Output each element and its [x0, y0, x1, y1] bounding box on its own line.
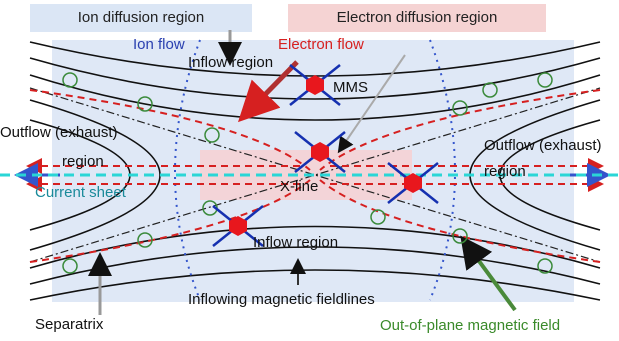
- label: Inflowing magnetic fieldlines: [188, 291, 375, 308]
- label: Ion diffusion region: [78, 9, 204, 26]
- label: Inflow region: [253, 234, 338, 251]
- label: Electron diffusion region: [337, 9, 498, 26]
- reconnection-diagram: Ion diffusion region Electron diffusion …: [0, 0, 619, 341]
- label: MMS: [333, 79, 368, 96]
- label: X-line: [280, 178, 318, 195]
- label: region: [62, 153, 104, 170]
- label: Current sheet: [35, 184, 127, 201]
- label: Separatrix: [35, 316, 104, 333]
- label: Ion flow: [133, 36, 185, 53]
- label: Outflow (exhaust): [484, 137, 602, 154]
- label: Outflow (exhaust): [0, 124, 118, 141]
- label: region: [484, 163, 526, 180]
- label: Electron flow: [278, 36, 364, 53]
- label: Out-of-plane magnetic field: [380, 317, 560, 334]
- label: Inflow region: [188, 54, 273, 71]
